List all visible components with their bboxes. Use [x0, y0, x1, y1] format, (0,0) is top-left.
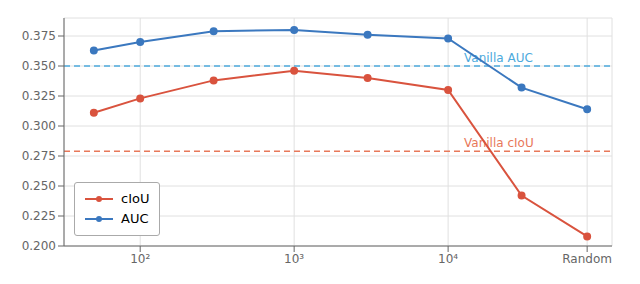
svg-text:Random: Random	[562, 252, 612, 266]
svg-text:0.200: 0.200	[22, 239, 56, 253]
svg-text:10⁴: 10⁴	[438, 252, 458, 266]
html-text:cIoU: cIoU	[121, 191, 150, 206]
svg-text:0.300: 0.300	[22, 119, 56, 133]
svg-text:0.225: 0.225	[22, 209, 56, 223]
svg-text:0.375: 0.375	[22, 29, 56, 43]
svg-text:0.325: 0.325	[22, 89, 56, 103]
svg-text:10³: 10³	[284, 252, 304, 266]
svg-text:0.250: 0.250	[22, 179, 56, 193]
svg-text:Vanilla cIoU: Vanilla cIoU	[464, 136, 534, 150]
svg-text:0.350: 0.350	[22, 59, 56, 73]
svg-text:0.275: 0.275	[22, 149, 56, 163]
svg-text:10²: 10²	[130, 252, 150, 266]
svg-text:Vanilla AUC: Vanilla AUC	[464, 51, 533, 65]
html-text:AUC: AUC	[121, 211, 149, 226]
